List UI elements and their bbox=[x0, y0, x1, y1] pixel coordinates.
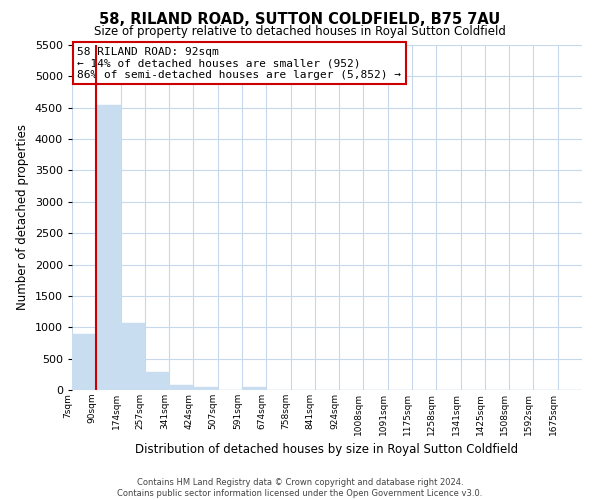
X-axis label: Distribution of detached houses by size in Royal Sutton Coldfield: Distribution of detached houses by size … bbox=[136, 443, 518, 456]
Text: 58 RILAND ROAD: 92sqm
← 14% of detached houses are smaller (952)
86% of semi-det: 58 RILAND ROAD: 92sqm ← 14% of detached … bbox=[77, 46, 401, 80]
Bar bbox=[121, 323, 145, 390]
Text: Size of property relative to detached houses in Royal Sutton Coldfield: Size of property relative to detached ho… bbox=[94, 25, 506, 38]
Text: Contains HM Land Registry data © Crown copyright and database right 2024.
Contai: Contains HM Land Registry data © Crown c… bbox=[118, 478, 482, 498]
Bar bbox=[145, 372, 169, 390]
Bar bbox=[169, 385, 193, 390]
Bar bbox=[72, 334, 96, 390]
Bar bbox=[96, 104, 121, 390]
Bar bbox=[242, 388, 266, 390]
Text: 58, RILAND ROAD, SUTTON COLDFIELD, B75 7AU: 58, RILAND ROAD, SUTTON COLDFIELD, B75 7… bbox=[100, 12, 500, 28]
Bar bbox=[193, 388, 218, 390]
Y-axis label: Number of detached properties: Number of detached properties bbox=[16, 124, 29, 310]
